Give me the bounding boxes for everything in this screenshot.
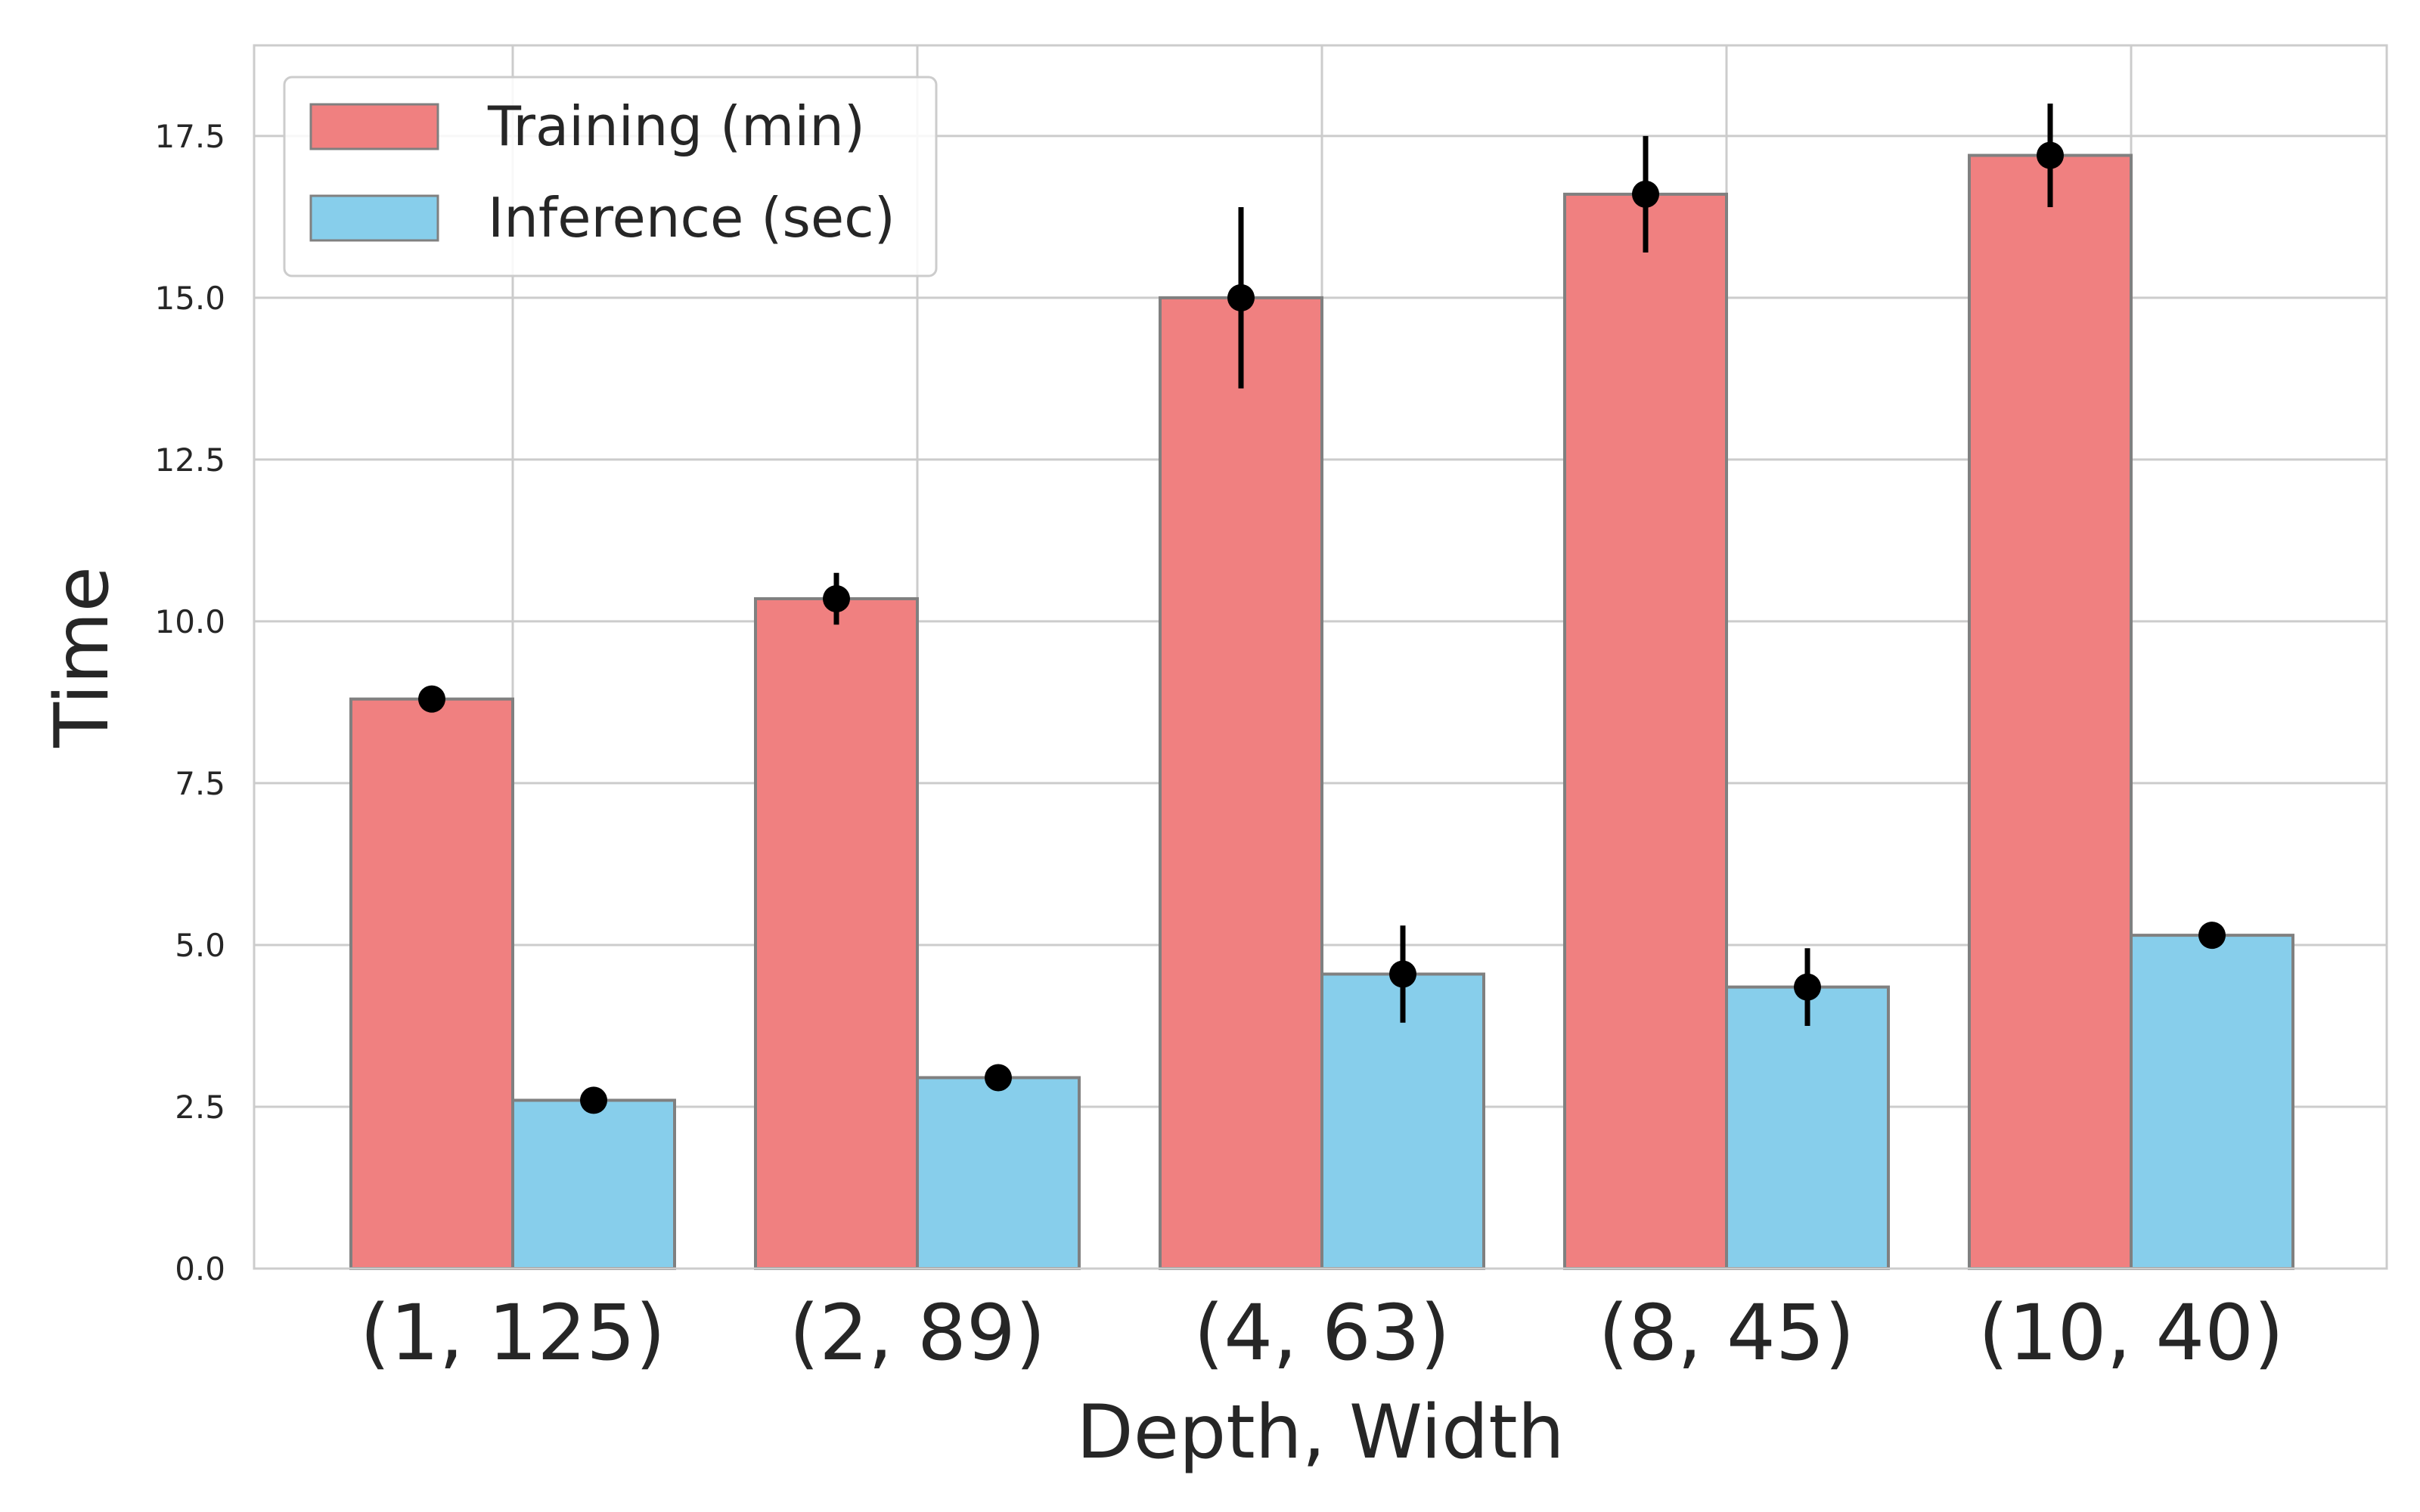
x-tick-labels: (1, 125) (2, 89) (4, 63) (8, 45) (10, 40) bbox=[360, 1288, 2284, 1378]
y-tick-label: 0.0 bbox=[175, 1250, 225, 1287]
bars bbox=[349, 153, 2294, 1271]
y-axis-title: Time bbox=[39, 566, 126, 748]
y-tick-labels: 0.0 2.5 5.0 7.5 10.0 12.5 15.0 17.5 bbox=[154, 118, 225, 1287]
bar-inference bbox=[511, 1098, 676, 1270]
y-tick-label: 12.5 bbox=[154, 442, 225, 479]
bar-inference bbox=[2130, 934, 2294, 1271]
mean-marker bbox=[1794, 973, 1821, 1001]
legend-swatch-inference bbox=[309, 194, 439, 242]
bar-inference bbox=[1725, 985, 1890, 1270]
x-tick-label: (2, 89) bbox=[789, 1288, 1045, 1378]
plot-frame bbox=[253, 44, 2388, 1270]
y-tick-label: 10.0 bbox=[154, 603, 225, 640]
mean-marker bbox=[1227, 284, 1255, 311]
y-tick-label: 17.5 bbox=[154, 118, 225, 155]
y-tick-label: 2.5 bbox=[175, 1089, 225, 1126]
legend-box bbox=[283, 76, 938, 277]
mean-marker bbox=[1632, 180, 1659, 208]
mean-marker bbox=[418, 685, 445, 713]
x-tick-label: (1, 125) bbox=[360, 1288, 666, 1378]
bar-inference bbox=[916, 1076, 1081, 1271]
mean-marker bbox=[1389, 960, 1416, 988]
x-axis-title: Depth, Width bbox=[1076, 1390, 1565, 1476]
mean-marker bbox=[985, 1064, 1012, 1092]
mean-marker bbox=[2198, 922, 2226, 950]
x-tick-label: (4, 63) bbox=[1193, 1288, 1450, 1378]
legend-swatch-training bbox=[309, 103, 439, 150]
legend-label-inference: Inference (sec) bbox=[488, 186, 895, 249]
y-tick-label: 15.0 bbox=[154, 280, 225, 317]
y-tick-label: 5.0 bbox=[175, 927, 225, 964]
error-bars bbox=[418, 104, 2226, 1114]
mean-marker bbox=[580, 1086, 607, 1114]
bar-training bbox=[349, 697, 514, 1270]
x-tick-label: (8, 45) bbox=[1598, 1288, 1854, 1378]
bar-training bbox=[1159, 296, 1323, 1270]
bar-training bbox=[754, 596, 919, 1270]
mean-marker bbox=[823, 584, 850, 612]
legend-label-training: Training (min) bbox=[487, 94, 865, 158]
bar-training bbox=[1968, 153, 2133, 1270]
y-tick-label: 7.5 bbox=[175, 765, 225, 802]
x-tick-label: (10, 40) bbox=[1978, 1288, 2284, 1378]
bar-training bbox=[1563, 192, 1728, 1271]
legend: Training (min) Inference (sec) bbox=[283, 76, 938, 277]
mean-marker bbox=[2037, 141, 2064, 169]
